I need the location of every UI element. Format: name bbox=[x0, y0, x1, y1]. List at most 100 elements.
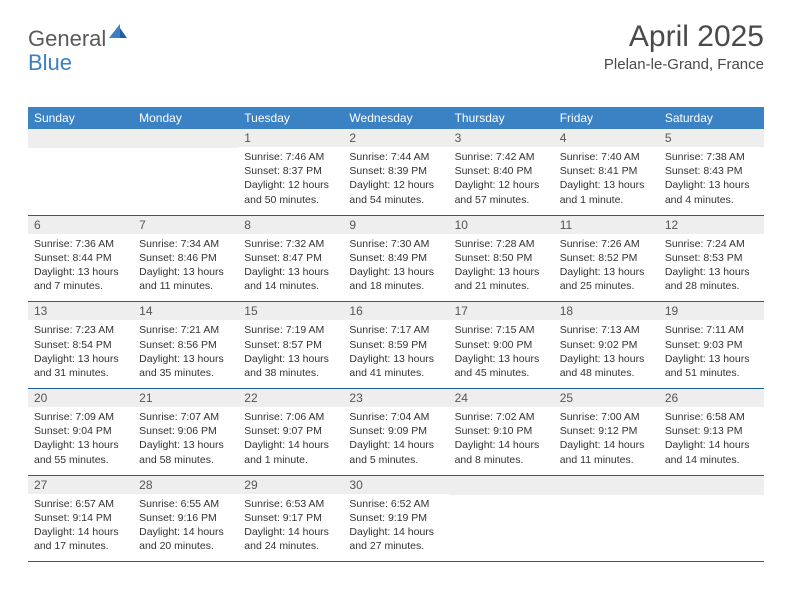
empty-day-body bbox=[554, 495, 659, 553]
day-number: 9 bbox=[343, 216, 448, 234]
sunset-text: Sunset: 9:13 PM bbox=[665, 424, 758, 438]
day-header: Tuesday bbox=[238, 107, 343, 129]
day-number: 26 bbox=[659, 389, 764, 407]
day-number: 19 bbox=[659, 302, 764, 320]
day-number: 13 bbox=[28, 302, 133, 320]
daylight-text-2: and 31 minutes. bbox=[34, 366, 127, 380]
daylight-text-2: and 41 minutes. bbox=[349, 366, 442, 380]
sunrise-text: Sunrise: 6:55 AM bbox=[139, 497, 232, 511]
day-body: Sunrise: 7:07 AMSunset: 9:06 PMDaylight:… bbox=[133, 407, 238, 475]
day-body: Sunrise: 7:06 AMSunset: 9:07 PMDaylight:… bbox=[238, 407, 343, 475]
day-cell: 25Sunrise: 7:00 AMSunset: 9:12 PMDayligh… bbox=[554, 389, 659, 475]
day-cell: 19Sunrise: 7:11 AMSunset: 9:03 PMDayligh… bbox=[659, 302, 764, 388]
sunset-text: Sunset: 8:59 PM bbox=[349, 338, 442, 352]
daylight-text-2: and 18 minutes. bbox=[349, 279, 442, 293]
day-header: Wednesday bbox=[343, 107, 448, 129]
week-row: 27Sunrise: 6:57 AMSunset: 9:14 PMDayligh… bbox=[28, 476, 764, 563]
empty-day-body bbox=[449, 495, 554, 553]
week-row: 6Sunrise: 7:36 AMSunset: 8:44 PMDaylight… bbox=[28, 216, 764, 303]
day-cell: 5Sunrise: 7:38 AMSunset: 8:43 PMDaylight… bbox=[659, 129, 764, 215]
day-cell bbox=[659, 476, 764, 562]
day-number: 23 bbox=[343, 389, 448, 407]
sunset-text: Sunset: 8:53 PM bbox=[665, 251, 758, 265]
day-body: Sunrise: 7:04 AMSunset: 9:09 PMDaylight:… bbox=[343, 407, 448, 475]
day-cell: 9Sunrise: 7:30 AMSunset: 8:49 PMDaylight… bbox=[343, 216, 448, 302]
day-header-row: SundayMondayTuesdayWednesdayThursdayFrid… bbox=[28, 107, 764, 129]
day-body: Sunrise: 7:38 AMSunset: 8:43 PMDaylight:… bbox=[659, 147, 764, 215]
day-cell: 17Sunrise: 7:15 AMSunset: 9:00 PMDayligh… bbox=[449, 302, 554, 388]
day-number: 7 bbox=[133, 216, 238, 234]
daylight-text-1: Daylight: 13 hours bbox=[665, 178, 758, 192]
day-cell bbox=[133, 129, 238, 215]
sunset-text: Sunset: 8:57 PM bbox=[244, 338, 337, 352]
empty-day-number bbox=[659, 476, 764, 495]
daylight-text-2: and 54 minutes. bbox=[349, 193, 442, 207]
day-header: Saturday bbox=[659, 107, 764, 129]
daylight-text-1: Daylight: 13 hours bbox=[560, 265, 653, 279]
daylight-text-1: Daylight: 14 hours bbox=[34, 525, 127, 539]
day-number: 6 bbox=[28, 216, 133, 234]
day-body: Sunrise: 7:30 AMSunset: 8:49 PMDaylight:… bbox=[343, 234, 448, 302]
day-body: Sunrise: 7:15 AMSunset: 9:00 PMDaylight:… bbox=[449, 320, 554, 388]
logo-text-blue: Blue bbox=[28, 50, 72, 75]
daylight-text-2: and 25 minutes. bbox=[560, 279, 653, 293]
day-body: Sunrise: 7:13 AMSunset: 9:02 PMDaylight:… bbox=[554, 320, 659, 388]
day-cell: 15Sunrise: 7:19 AMSunset: 8:57 PMDayligh… bbox=[238, 302, 343, 388]
day-body: Sunrise: 7:17 AMSunset: 8:59 PMDaylight:… bbox=[343, 320, 448, 388]
sunrise-text: Sunrise: 7:42 AM bbox=[455, 150, 548, 164]
logo-triangle-icon bbox=[109, 24, 127, 43]
sunset-text: Sunset: 9:07 PM bbox=[244, 424, 337, 438]
sunset-text: Sunset: 9:06 PM bbox=[139, 424, 232, 438]
daylight-text-2: and 27 minutes. bbox=[349, 539, 442, 553]
day-body: Sunrise: 7:00 AMSunset: 9:12 PMDaylight:… bbox=[554, 407, 659, 475]
sunrise-text: Sunrise: 6:58 AM bbox=[665, 410, 758, 424]
day-header: Monday bbox=[133, 107, 238, 129]
sunrise-text: Sunrise: 7:32 AM bbox=[244, 237, 337, 251]
sunrise-text: Sunrise: 7:21 AM bbox=[139, 323, 232, 337]
title-month: April 2025 bbox=[604, 20, 764, 54]
day-body: Sunrise: 7:42 AMSunset: 8:40 PMDaylight:… bbox=[449, 147, 554, 215]
sunset-text: Sunset: 9:00 PM bbox=[455, 338, 548, 352]
sunrise-text: Sunrise: 7:38 AM bbox=[665, 150, 758, 164]
day-cell: 2Sunrise: 7:44 AMSunset: 8:39 PMDaylight… bbox=[343, 129, 448, 215]
daylight-text-2: and 14 minutes. bbox=[244, 279, 337, 293]
day-body: Sunrise: 7:09 AMSunset: 9:04 PMDaylight:… bbox=[28, 407, 133, 475]
sunrise-text: Sunrise: 7:44 AM bbox=[349, 150, 442, 164]
sunset-text: Sunset: 9:09 PM bbox=[349, 424, 442, 438]
week-row: 13Sunrise: 7:23 AMSunset: 8:54 PMDayligh… bbox=[28, 302, 764, 389]
sunrise-text: Sunrise: 7:46 AM bbox=[244, 150, 337, 164]
daylight-text-2: and 28 minutes. bbox=[665, 279, 758, 293]
day-number: 25 bbox=[554, 389, 659, 407]
sunrise-text: Sunrise: 6:53 AM bbox=[244, 497, 337, 511]
sunrise-text: Sunrise: 6:52 AM bbox=[349, 497, 442, 511]
day-body: Sunrise: 7:34 AMSunset: 8:46 PMDaylight:… bbox=[133, 234, 238, 302]
sunrise-text: Sunrise: 7:07 AM bbox=[139, 410, 232, 424]
day-cell bbox=[554, 476, 659, 562]
day-cell: 20Sunrise: 7:09 AMSunset: 9:04 PMDayligh… bbox=[28, 389, 133, 475]
day-cell: 16Sunrise: 7:17 AMSunset: 8:59 PMDayligh… bbox=[343, 302, 448, 388]
day-number: 8 bbox=[238, 216, 343, 234]
daylight-text-2: and 24 minutes. bbox=[244, 539, 337, 553]
sunrise-text: Sunrise: 7:19 AM bbox=[244, 323, 337, 337]
daylight-text-1: Daylight: 13 hours bbox=[560, 352, 653, 366]
sunrise-text: Sunrise: 7:00 AM bbox=[560, 410, 653, 424]
day-body: Sunrise: 6:55 AMSunset: 9:16 PMDaylight:… bbox=[133, 494, 238, 562]
sunrise-text: Sunrise: 7:04 AM bbox=[349, 410, 442, 424]
day-number: 12 bbox=[659, 216, 764, 234]
day-body: Sunrise: 7:46 AMSunset: 8:37 PMDaylight:… bbox=[238, 147, 343, 215]
empty-day-number bbox=[449, 476, 554, 495]
sunrise-text: Sunrise: 7:24 AM bbox=[665, 237, 758, 251]
day-body: Sunrise: 6:58 AMSunset: 9:13 PMDaylight:… bbox=[659, 407, 764, 475]
sunset-text: Sunset: 8:40 PM bbox=[455, 164, 548, 178]
daylight-text-1: Daylight: 13 hours bbox=[665, 352, 758, 366]
sunrise-text: Sunrise: 7:17 AM bbox=[349, 323, 442, 337]
daylight-text-1: Daylight: 14 hours bbox=[244, 525, 337, 539]
day-body: Sunrise: 7:23 AMSunset: 8:54 PMDaylight:… bbox=[28, 320, 133, 388]
daylight-text-2: and 21 minutes. bbox=[455, 279, 548, 293]
daylight-text-2: and 38 minutes. bbox=[244, 366, 337, 380]
day-cell: 4Sunrise: 7:40 AMSunset: 8:41 PMDaylight… bbox=[554, 129, 659, 215]
day-cell: 22Sunrise: 7:06 AMSunset: 9:07 PMDayligh… bbox=[238, 389, 343, 475]
daylight-text-1: Daylight: 14 hours bbox=[665, 438, 758, 452]
sunset-text: Sunset: 9:17 PM bbox=[244, 511, 337, 525]
day-body: Sunrise: 7:32 AMSunset: 8:47 PMDaylight:… bbox=[238, 234, 343, 302]
